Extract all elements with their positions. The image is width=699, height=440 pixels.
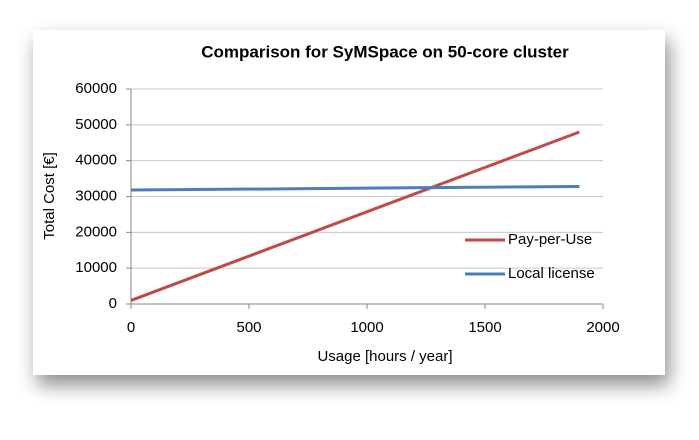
y-tick-label: 20000 bbox=[75, 223, 117, 240]
x-tick-label: 0 bbox=[127, 319, 135, 336]
x-axis-label: Usage [hours / year] bbox=[317, 348, 452, 365]
chart-card bbox=[33, 30, 665, 375]
x-tick-label: 1500 bbox=[468, 319, 501, 336]
y-tick-label: 60000 bbox=[75, 80, 117, 97]
legend-label: Local license bbox=[508, 265, 595, 282]
y-tick-label: 50000 bbox=[75, 116, 117, 133]
y-tick-label: 0 bbox=[109, 295, 117, 312]
line-series bbox=[130, 184, 580, 192]
x-tick-label: 2000 bbox=[586, 319, 619, 336]
chart-title: Comparison for SyMSpace on 50-core clust… bbox=[201, 42, 569, 61]
legend-label: Pay-per-Use bbox=[508, 231, 592, 248]
x-tick-label: 1000 bbox=[350, 319, 383, 336]
x-tick-label: 500 bbox=[236, 319, 261, 336]
y-tick-label: 40000 bbox=[75, 152, 117, 169]
y-tick-label: 30000 bbox=[75, 187, 117, 204]
y-axis-label: Total Cost [€] bbox=[41, 152, 58, 240]
y-tick-label: 10000 bbox=[75, 259, 117, 276]
line-series bbox=[130, 130, 580, 302]
